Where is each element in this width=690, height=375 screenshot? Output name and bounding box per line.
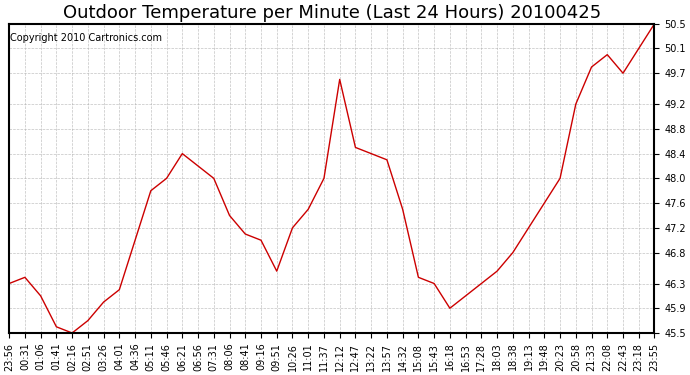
Text: Copyright 2010 Cartronics.com: Copyright 2010 Cartronics.com: [10, 33, 162, 43]
Title: Outdoor Temperature per Minute (Last 24 Hours) 20100425: Outdoor Temperature per Minute (Last 24 …: [63, 4, 601, 22]
